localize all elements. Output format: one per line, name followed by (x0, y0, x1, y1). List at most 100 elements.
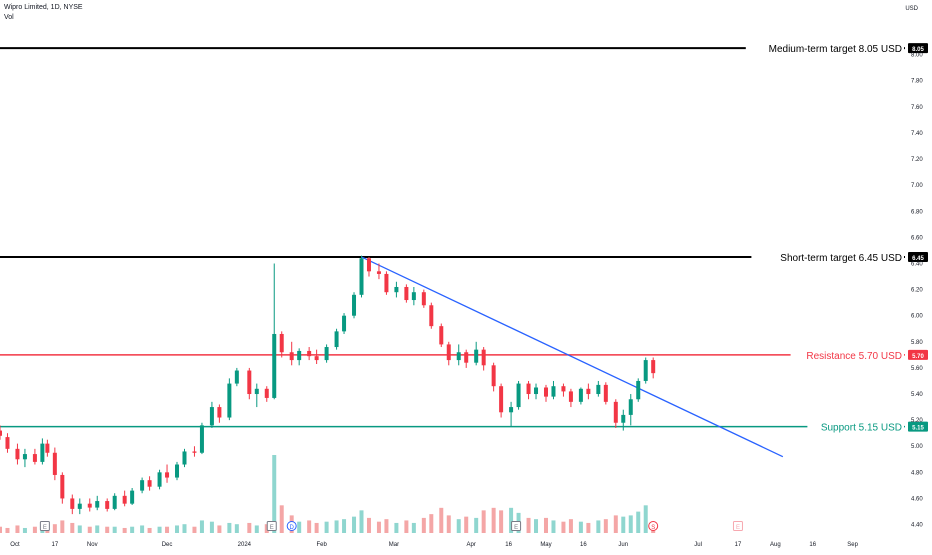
volume-bar (5, 527, 10, 533)
event-marker (511, 521, 522, 531)
event-marker-letter: E (43, 525, 47, 531)
time-tick-label: Feb (316, 542, 327, 548)
price-tick-label: 7.40 (911, 131, 923, 137)
candle-body (227, 383, 232, 418)
price-axis-tag (908, 421, 928, 432)
candle-body (439, 326, 444, 345)
volume-bar (526, 517, 531, 533)
price-axis[interactable]: 8.05 6.45 5.70 5.15 8.00 7.80 7.60 7.40 7.20 7.00… (908, 43, 928, 529)
candle-body (366, 258, 371, 272)
candle-body (209, 407, 214, 426)
symbol-title: Wipro Limited, 1D, NYSE (4, 4, 83, 11)
time-tick-label: Jun (618, 542, 628, 548)
candle-body (481, 349, 486, 366)
volume-bar (551, 520, 556, 533)
volume-bar (481, 510, 486, 533)
volume-bar (603, 519, 608, 533)
volume-bar (307, 520, 312, 533)
candle-body (551, 386, 556, 397)
candle-body (596, 384, 601, 395)
price-tick-label: 5.60 (911, 366, 923, 372)
price-tick-label: 5.20 (911, 418, 923, 424)
candle-body (157, 472, 162, 487)
level-label-bg (807, 419, 904, 433)
time-tick-label: Sep (847, 542, 858, 548)
volume-bar (596, 520, 601, 533)
candle-body (561, 386, 566, 392)
candle-body (543, 387, 548, 397)
price-tick-label: 5.80 (911, 340, 923, 346)
candle-body (95, 501, 100, 508)
price-tick-label: 6.00 (911, 314, 923, 320)
volume-bar (247, 522, 252, 533)
volume-bar (60, 520, 65, 533)
volume-bar (70, 522, 75, 533)
candle-body (651, 360, 656, 374)
time-axis[interactable]: Oct 17 Nov Dec 2024 Feb Mar Apr 16 May 16 Jun Jul 17 A… (10, 542, 858, 548)
price-axis-tag (908, 349, 928, 360)
candle-body (534, 387, 539, 395)
event-marker (648, 521, 659, 531)
volume-bar (279, 505, 284, 533)
candle-body (264, 388, 269, 398)
price-axis-tag-label: 6.45 (912, 256, 924, 262)
candle-body (429, 305, 434, 327)
candle-body (568, 391, 573, 402)
price-tick-label: 5.00 (911, 444, 923, 450)
volume-bar (359, 510, 364, 533)
volume-bar (0, 526, 2, 533)
candle-body (122, 495, 127, 504)
candle-body (516, 383, 521, 408)
volume-bar (586, 522, 591, 533)
candle-body (199, 425, 204, 453)
volume-bar (394, 522, 399, 533)
volume-bar (182, 524, 187, 533)
candle-body (456, 352, 461, 361)
volume-bar (77, 525, 82, 533)
volume-bar (621, 516, 626, 533)
candle-body (45, 443, 50, 453)
volume-bar (227, 522, 232, 533)
time-tick-label: 17 (52, 542, 59, 548)
volume-bar (254, 525, 259, 533)
volume-bar (334, 520, 339, 533)
volume-bar (15, 525, 20, 533)
price-tick-label: 7.20 (911, 157, 923, 163)
candle-body (32, 454, 37, 462)
candle-body (314, 356, 319, 361)
event-marker-letter: E (270, 525, 274, 531)
price-tick-label: 5.40 (911, 392, 923, 398)
event-marker-letter: D (290, 525, 295, 531)
price-axis-tag-label: 8.05 (912, 47, 924, 53)
volume-bar (404, 520, 409, 533)
candle-body (247, 370, 252, 395)
price-axis-tag-label: 5.15 (912, 426, 924, 432)
level-label-bg (745, 41, 904, 55)
volume-bar (491, 507, 496, 533)
event-marker (39, 521, 50, 531)
candle-body (15, 448, 20, 460)
candle-body (384, 273, 389, 293)
candle-body (613, 401, 618, 423)
volume-legend: Vol (4, 14, 14, 21)
candle-body (334, 331, 339, 348)
currency-label: USD (905, 6, 918, 12)
volume-bar (272, 455, 277, 533)
level-label: Resistance 5.70 USD (806, 351, 902, 362)
candle-body (175, 464, 180, 478)
price-tick-label: 7.00 (911, 183, 923, 189)
volume-bars-group (0, 455, 656, 533)
level-label: Medium-term target 8.05 USD (769, 44, 902, 55)
candle-body (394, 286, 399, 293)
time-tick-label: Nov (87, 542, 98, 548)
candle-body (491, 365, 496, 387)
volume-bar (22, 527, 27, 533)
volume-bar (175, 525, 180, 533)
price-tick-label: 4.40 (911, 523, 923, 529)
volume-bar (474, 517, 479, 533)
candle-body (509, 407, 514, 413)
volume-bar (87, 526, 92, 533)
